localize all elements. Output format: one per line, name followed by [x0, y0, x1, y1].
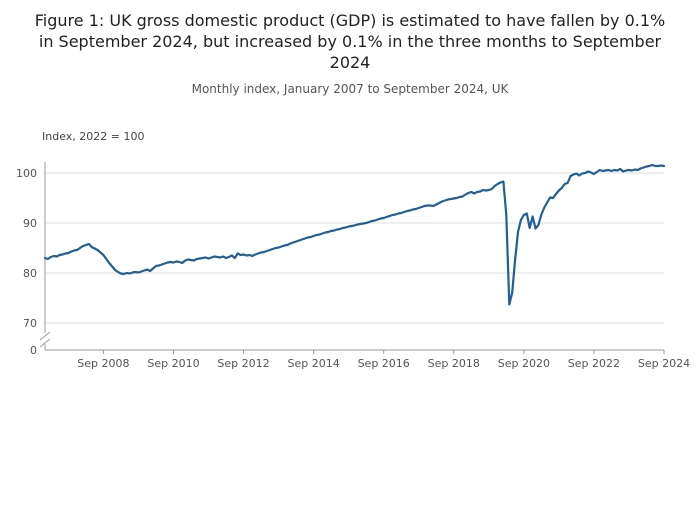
svg-text:Sep 2022: Sep 2022 — [568, 357, 620, 370]
svg-text:Sep 2012: Sep 2012 — [217, 357, 269, 370]
svg-text:Sep 2014: Sep 2014 — [288, 357, 340, 370]
y-axis-unit-label: Index, 2022 = 100 — [42, 130, 145, 144]
svg-text:Sep 2010: Sep 2010 — [147, 357, 199, 370]
gdp-figure: Figure 1: UK gross domestic product (GDP… — [0, 10, 700, 512]
svg-text:Sep 2016: Sep 2016 — [358, 357, 410, 370]
svg-text:Sep 2024: Sep 2024 — [638, 357, 690, 370]
svg-text:100: 100 — [16, 167, 37, 180]
chart-title: Figure 1: UK gross domestic product (GDP… — [34, 11, 666, 73]
svg-text:Sep 2018: Sep 2018 — [428, 357, 480, 370]
svg-text:70: 70 — [23, 317, 37, 330]
gdp-line-chart: 0 70 80 90 100 Sep 2008 Sep 2010 Sep 2012 Sep 20… — [16, 162, 690, 370]
svg-text:Sep 2020: Sep 2020 — [498, 357, 550, 370]
chart-subtitle: Monthly index, January 2007 to September… — [191, 82, 509, 97]
svg-text:0: 0 — [30, 344, 37, 357]
svg-text:Sep 2008: Sep 2008 — [77, 357, 129, 370]
svg-text:80: 80 — [23, 267, 37, 280]
chart-area: Index, 2022 = 100 0 70 80 90 100 Sep 2008 Sep … — [0, 126, 700, 396]
svg-text:90: 90 — [23, 217, 37, 230]
